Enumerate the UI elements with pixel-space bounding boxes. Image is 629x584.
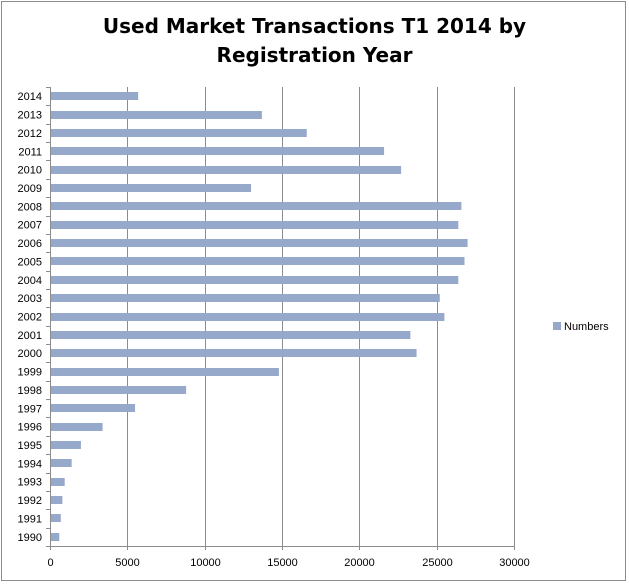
bar-1992 xyxy=(50,496,63,504)
y-tick-label-2007: 2007 xyxy=(18,220,42,232)
x-tick-label-5000: 5000 xyxy=(115,557,139,569)
bar-2001 xyxy=(50,331,411,339)
bar-2004 xyxy=(50,276,459,284)
axes xyxy=(46,87,515,550)
bar-2008 xyxy=(50,202,462,210)
y-tick-label-2012: 2012 xyxy=(18,128,42,140)
x-tick-label-10000: 10000 xyxy=(190,557,221,569)
x-tick-label-15000: 15000 xyxy=(267,557,298,569)
y-tick-label-2011: 2011 xyxy=(18,146,42,158)
y-tick-label-2006: 2006 xyxy=(18,238,42,250)
y-tick-label-2003: 2003 xyxy=(18,293,42,305)
legend: Numbers xyxy=(553,321,609,333)
y-tick-label-2008: 2008 xyxy=(18,201,42,213)
y-tick-label-2000: 2000 xyxy=(18,348,42,360)
y-tick-label-1995: 1995 xyxy=(18,440,42,452)
bars xyxy=(50,92,468,541)
bar-1990 xyxy=(50,533,60,541)
bar-2007 xyxy=(50,221,459,229)
y-tick-label-1991: 1991 xyxy=(18,513,42,525)
y-tick-label-2001: 2001 xyxy=(18,330,42,342)
legend-label-numbers: Numbers xyxy=(564,321,609,333)
y-tick-label-1990: 1990 xyxy=(18,532,42,544)
y-tick-label-1998: 1998 xyxy=(18,385,42,397)
tick-labels: 0 5000 10000 15000 20000 25000 30000 2014 2013 20… xyxy=(18,91,530,569)
bar-1999 xyxy=(50,368,279,376)
bar-2005 xyxy=(50,257,465,265)
x-tick-label-20000: 20000 xyxy=(344,557,375,569)
y-tick-label-1999: 1999 xyxy=(18,367,42,379)
bar-1993 xyxy=(50,478,65,486)
y-tick-label-1992: 1992 xyxy=(18,495,42,507)
bar-2003 xyxy=(50,294,440,302)
bar-2010 xyxy=(50,166,402,174)
bar-2013 xyxy=(50,111,262,119)
bar-1995 xyxy=(50,441,81,449)
y-tick-label-1993: 1993 xyxy=(18,477,42,489)
y-tick-label-2010: 2010 xyxy=(18,165,42,177)
x-tick-label-0: 0 xyxy=(47,557,53,569)
bar-1994 xyxy=(50,459,72,467)
y-tick-label-2005: 2005 xyxy=(18,256,42,268)
y-tick-label-1994: 1994 xyxy=(18,458,42,470)
bar-2009 xyxy=(50,184,252,192)
bar-2000 xyxy=(50,349,417,357)
bar-2011 xyxy=(50,147,385,155)
bar-2014 xyxy=(50,92,139,100)
y-tick-label-2013: 2013 xyxy=(18,110,42,122)
bar-1991 xyxy=(50,514,61,522)
y-tick-label-1997: 1997 xyxy=(18,403,42,415)
bar-1998 xyxy=(50,386,187,394)
bar-2002 xyxy=(50,313,445,321)
y-tick-label-2004: 2004 xyxy=(18,275,42,287)
y-tick-label-2009: 2009 xyxy=(18,183,42,195)
chart-title: Used Market Transactions T1 2014 by Regi… xyxy=(102,14,527,67)
x-tick-label-30000: 30000 xyxy=(499,557,530,569)
bar-2006 xyxy=(50,239,468,247)
y-tick-label-2002: 2002 xyxy=(18,312,42,324)
y-tick-label-1996: 1996 xyxy=(18,422,42,434)
bar-1996 xyxy=(50,423,103,431)
bar-2012 xyxy=(50,129,307,137)
y-tick-label-2014: 2014 xyxy=(18,91,42,103)
legend-swatch xyxy=(553,322,561,330)
x-tick-label-25000: 25000 xyxy=(422,557,453,569)
bar-1997 xyxy=(50,404,136,412)
